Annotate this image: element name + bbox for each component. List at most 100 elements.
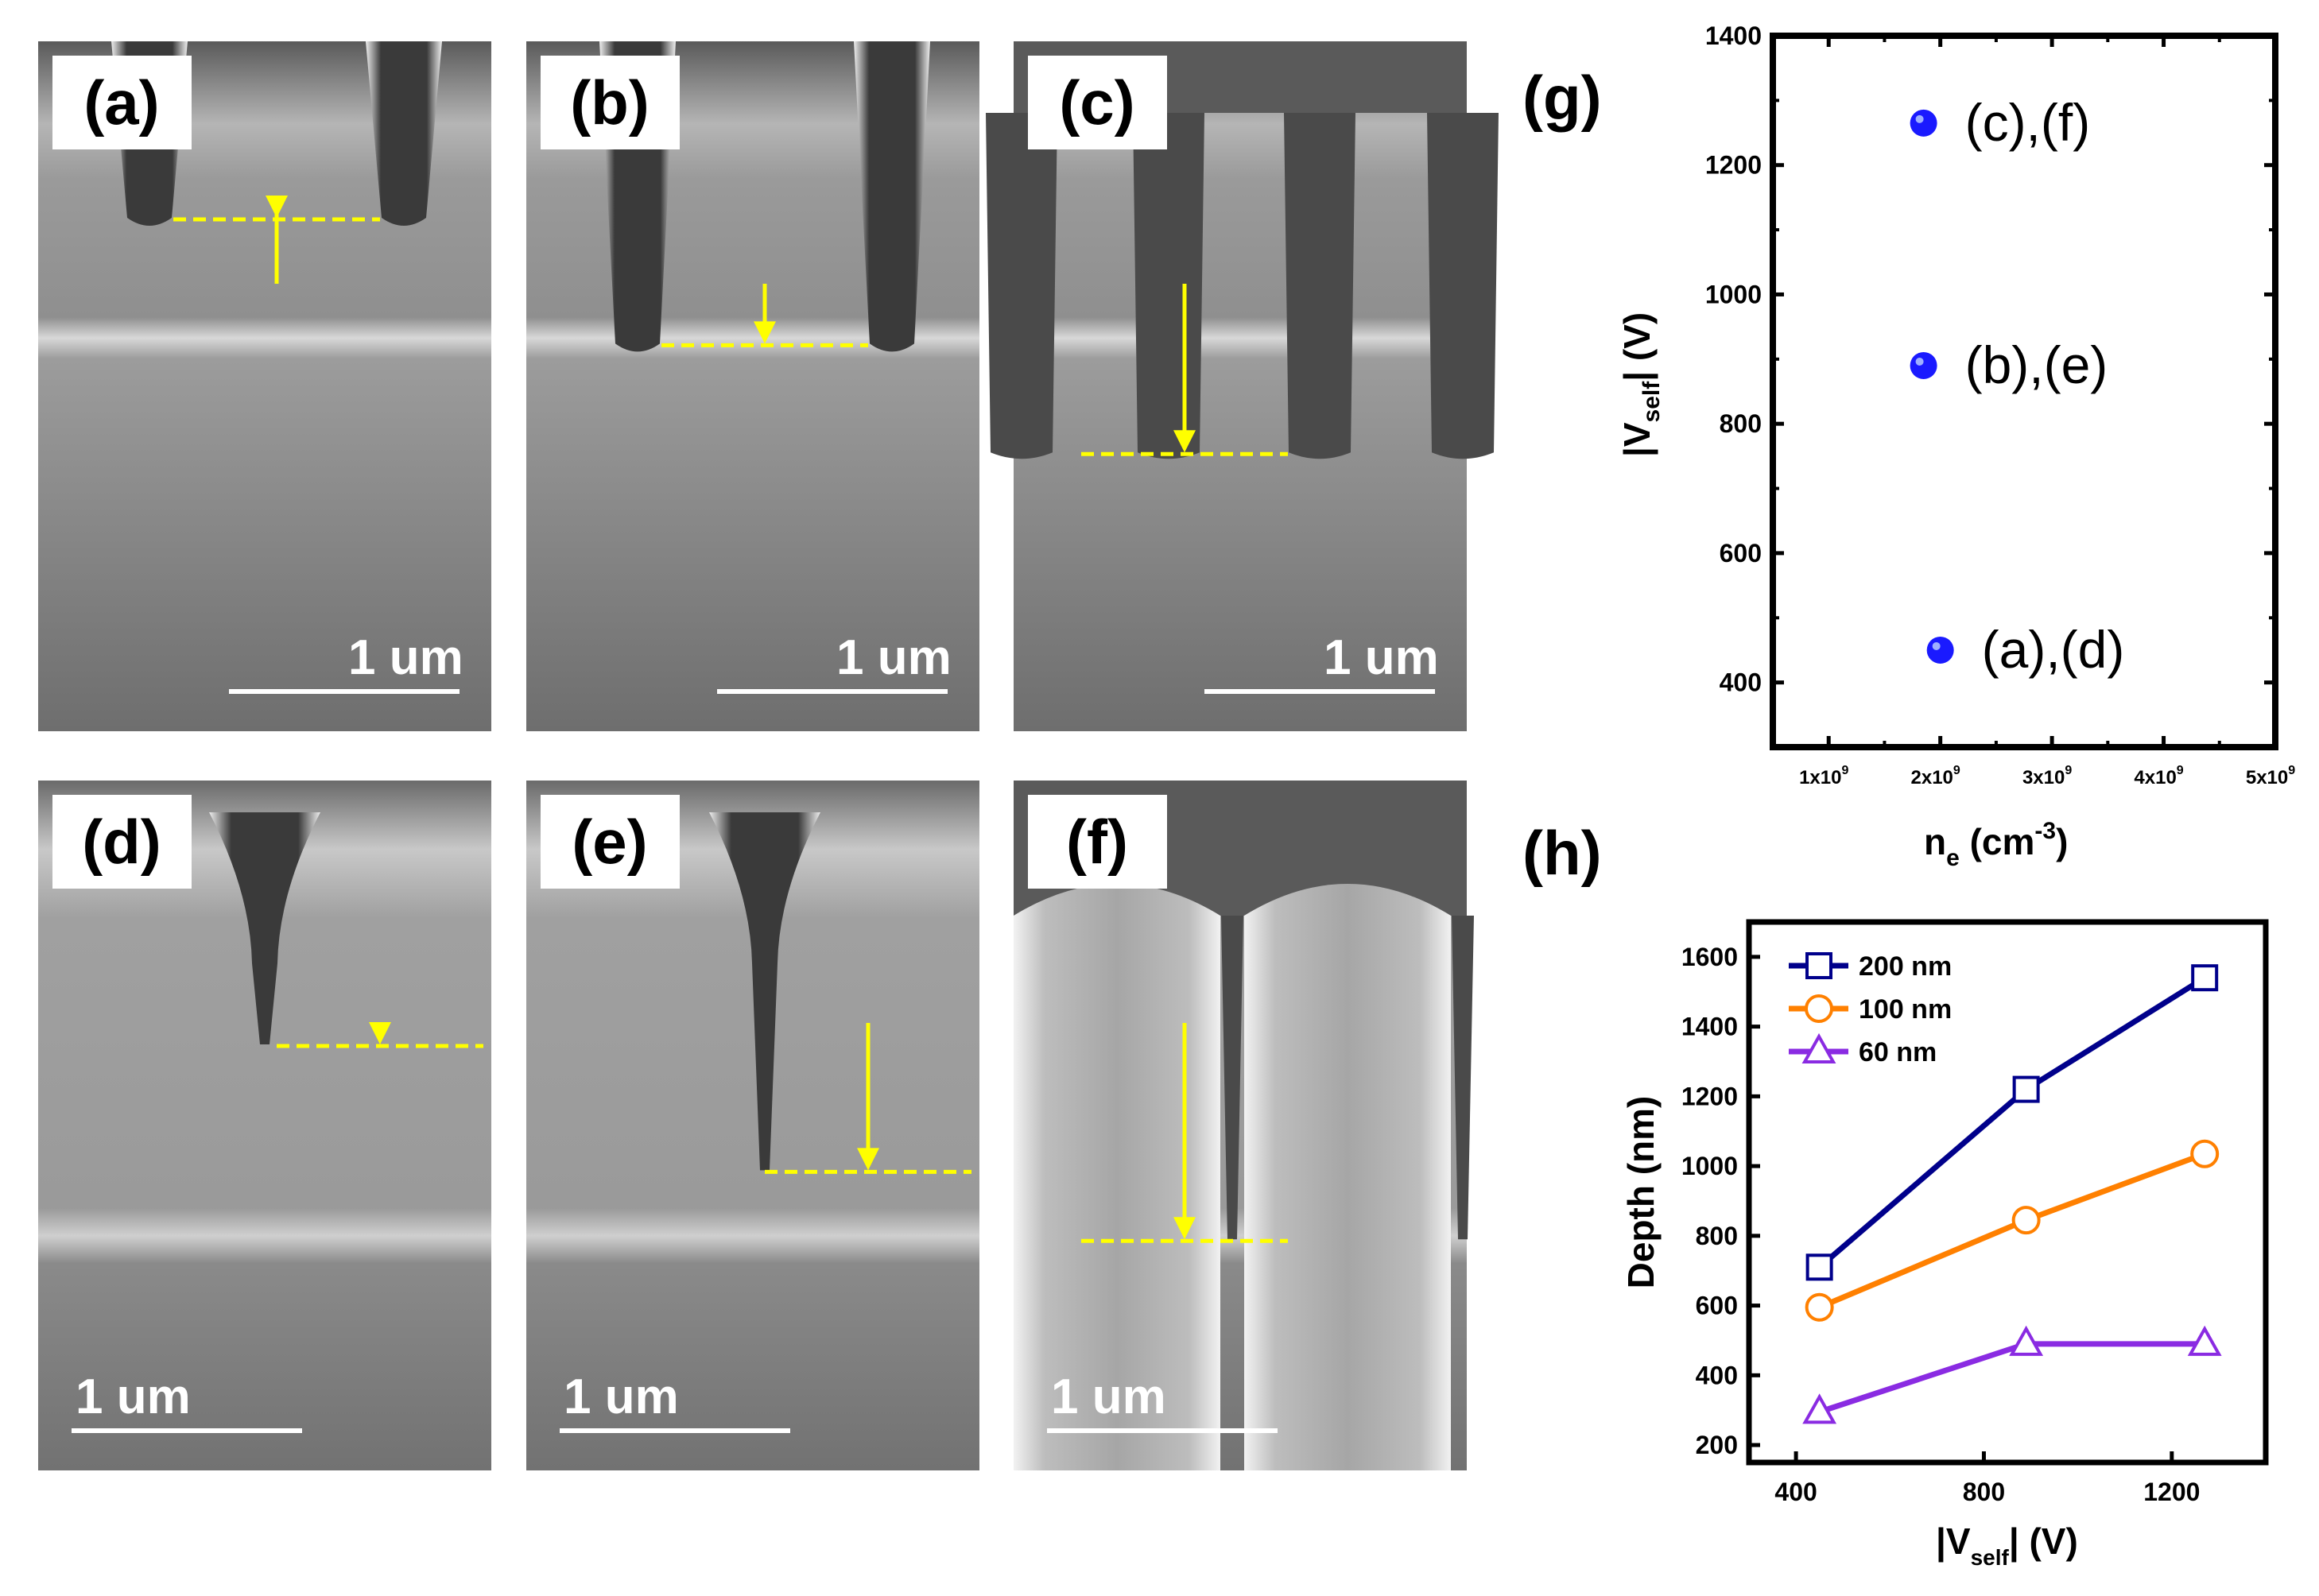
series-point: [1805, 1253, 1833, 1281]
panel-label-d: (d): [82, 807, 161, 877]
sem-panel-d: (d) 1 um: [38, 781, 491, 1470]
pillar: [1244, 884, 1451, 1470]
x-tick-label: 400: [1774, 1478, 1817, 1506]
chart-h-series: [1802, 964, 2222, 1424]
chart-h-y-ticks: 200 400 600 800 1000 1200 1400 1600: [1681, 943, 1760, 1459]
scatter-point-label: (c),(f): [1965, 93, 2091, 152]
sem-panel-b: (b) 1 um: [526, 41, 979, 731]
depth-arrow-head: [369, 1022, 391, 1044]
legend-marker: [1805, 952, 1832, 979]
series-point: [2009, 1325, 2044, 1356]
panel-label-box: [52, 795, 192, 889]
y-tick-label: 800: [1696, 1222, 1738, 1250]
scale-bar-label: 1 um: [76, 1369, 191, 1424]
x-tick-label: 3x109: [2022, 764, 2072, 788]
series-point: [2187, 1325, 2222, 1356]
scatter-point-label: (b),(e): [1965, 335, 2108, 394]
x-tick-label: 800: [1963, 1478, 2005, 1506]
chart-h-x-axis-title: |Vself| (V): [1936, 1520, 2078, 1570]
depth-arrow-head: [1173, 1217, 1196, 1240]
legend-marker: [1801, 1032, 1836, 1063]
legend-marker: [1805, 994, 1833, 1023]
series-point: [2011, 1206, 2041, 1235]
x-tick-label: 2x109: [1911, 764, 1960, 788]
y-tick-label: 1000: [1705, 280, 1762, 308]
scale-bar-label: 1 um: [348, 630, 463, 685]
y-tick-label: 1200: [1705, 151, 1762, 180]
panel-label-b: (b): [570, 68, 650, 138]
panel-label-g: (g): [1522, 63, 1602, 133]
y-tick-label: 1600: [1681, 943, 1738, 971]
y-tick-label: 800: [1720, 409, 1762, 438]
sem-panel-e: (e) 1 um: [526, 781, 979, 1470]
series-point: [2012, 1075, 2040, 1103]
chart-h-plot-frame: [1746, 919, 2269, 1466]
chart-g-scatter: (g) 400 600 800 1000 1200 1400 1x109 2x109 3x10…: [1522, 21, 2295, 871]
panel-label-box: [1028, 56, 1167, 149]
depth-arrow-head: [266, 196, 288, 218]
y-tick-label: 1400: [1681, 1013, 1738, 1041]
sem-panel-a: (a) 1 um: [38, 41, 491, 731]
trench: [1427, 113, 1499, 459]
panel-label-box: [541, 795, 680, 889]
scatter-point-label: (a),(d): [1982, 620, 2125, 679]
series-point: [2191, 964, 2219, 992]
series-point: [1805, 1292, 1834, 1322]
trench: [709, 812, 820, 1171]
scale-bar-label: 1 um: [836, 630, 952, 685]
x-tick-label: 4x109: [2134, 764, 2183, 788]
scale-bar-label: 1 um: [1051, 1369, 1166, 1424]
chart-g-x-ticks: 1x109 2x109 3x109 4x109 5x109: [1771, 36, 2295, 788]
y-tick-label: 600: [1696, 1292, 1738, 1320]
trench: [209, 812, 320, 1044]
chart-h-y-axis-title: Depth (nm): [1620, 1096, 1662, 1289]
scatter-point: [1910, 109, 1937, 137]
scatter-point-highlight: [1932, 641, 1941, 650]
panel-label-box: [52, 56, 192, 149]
trench: [1133, 113, 1204, 459]
panel-label-e: (e): [572, 807, 647, 877]
y-tick-label: 1000: [1681, 1152, 1738, 1180]
y-tick-label: 1200: [1681, 1082, 1738, 1110]
x-tick-label: 5x109: [2246, 764, 2295, 788]
chart-h-line: (h) 200 400 600 800 1000 1200 1400 1600 400 800 1…: [1522, 818, 2269, 1570]
y-tick-label: 200: [1696, 1431, 1738, 1459]
scale-bar-label: 1 um: [564, 1369, 679, 1424]
depth-arrow-head: [754, 321, 776, 344]
pillar: [1014, 884, 1220, 1470]
scatter-point-highlight: [1915, 114, 1924, 123]
x-tick-label: 1200: [2143, 1478, 2200, 1506]
legend-label: 60 nm: [1859, 1037, 1937, 1067]
y-tick-label: 1400: [1705, 21, 1762, 50]
chart-g-points: (a),(d) (b),(e) (c),(f): [1910, 93, 2125, 679]
panel-label-c: (c): [1059, 68, 1134, 138]
chart-g-y-axis-title: |Vself| (V): [1616, 312, 1665, 457]
chart-g-x-axis-title: ne (cm-3): [1924, 818, 2068, 871]
y-tick-label: 400: [1696, 1361, 1738, 1389]
y-tick-label: 400: [1720, 668, 1762, 697]
chart-g-plot-frame: [1770, 33, 2278, 750]
panel-label-box: [1028, 795, 1167, 889]
depth-arrow-head: [857, 1148, 879, 1171]
sem-panel-f: (f) 1 um: [1014, 781, 1474, 1470]
trench: [366, 41, 442, 226]
series-line: [1818, 1151, 2206, 1310]
trench: [1452, 916, 1474, 1240]
scatter-point: [1910, 351, 1937, 379]
legend-label: 200 nm: [1859, 951, 1952, 982]
trench: [986, 113, 1057, 459]
series-point: [2190, 1139, 2220, 1168]
chart-h-legend: 200 nm 100 nm 60 nm: [1789, 951, 1952, 1067]
panel-label-f: (f): [1066, 807, 1128, 877]
scale-bar-label: 1 um: [1324, 630, 1439, 685]
legend-label: 100 nm: [1859, 994, 1952, 1025]
panel-label-h: (h): [1522, 818, 1602, 888]
sem-panel-c: (c) 1 um: [986, 41, 1499, 731]
panel-label-a: (a): [83, 68, 159, 138]
trench: [854, 41, 930, 352]
x-tick-label: 1x109: [1799, 764, 1848, 788]
sem-panels: (a) 1 um (b) 1 um (c) 1 um (d) 1 um (e) 1 um (f) 1 …: [38, 41, 1499, 1470]
depth-arrow-head: [1173, 430, 1196, 453]
scatter-point-highlight: [1915, 357, 1924, 366]
